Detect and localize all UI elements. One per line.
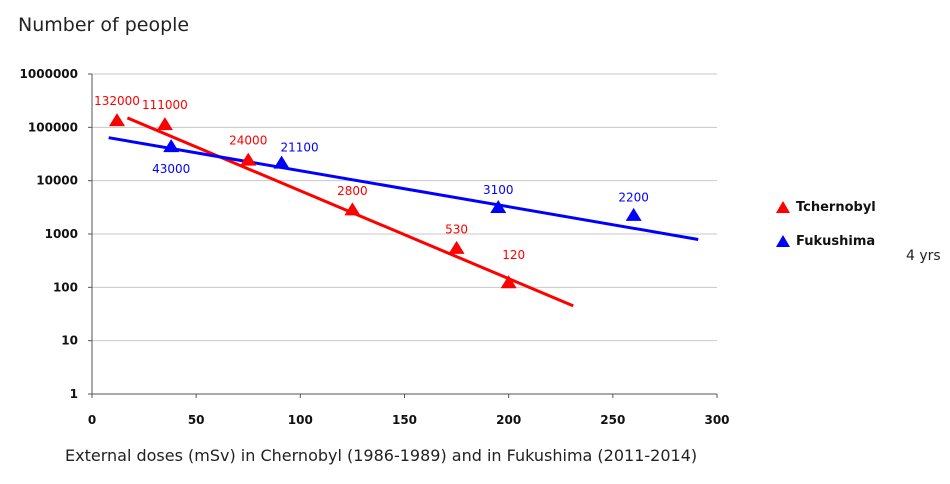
y-tick-label: 1	[70, 387, 78, 401]
data-label-tchernobyl: 111000	[142, 98, 188, 112]
x-tick-label: 300	[704, 413, 729, 427]
grid-lines	[92, 73, 717, 342]
y-tick-label: 100000	[28, 120, 78, 134]
y-tick-label: 1000	[45, 227, 78, 241]
y-tick-label: 10000	[36, 174, 78, 188]
legend-label-tchernobyl: Tchernobyl	[796, 199, 876, 215]
data-label-tchernobyl: 2800	[337, 184, 368, 198]
y-tick-label: 10	[61, 334, 78, 348]
legend-marker-fukushima-icon	[776, 235, 790, 247]
marker-fukushima	[163, 139, 180, 153]
x-tick-label: 0	[88, 413, 96, 427]
axes	[88, 73, 718, 398]
chart-plot: 1 10 100 1000 10000 100000 1000000 0 50 100 150 200…	[20, 67, 730, 427]
period-note: 4 yrs	[906, 248, 941, 264]
data-label-fukushima: 43000	[152, 162, 190, 176]
y-tick-label: 100	[53, 280, 78, 294]
legend: Tchernobyl Fukushima	[776, 198, 876, 266]
legend-item-tchernobyl: Tchernobyl	[776, 198, 876, 216]
marker-tchernobyl	[109, 113, 125, 127]
marker-tchernobyl	[344, 202, 361, 216]
trendline-fukushima	[108, 136, 699, 241]
y-tick-label: 1000000	[20, 67, 78, 81]
x-axis-title: External doses (mSv) in Chernobyl (1986-…	[65, 446, 698, 465]
data-label-tchernobyl: 24000	[229, 133, 267, 147]
data-label-fukushima: 2200	[618, 191, 649, 205]
marker-tchernobyl	[156, 117, 173, 131]
x-tick-label: 200	[496, 413, 521, 427]
x-tick-label: 50	[188, 413, 205, 427]
marker-tchernobyl	[500, 275, 517, 289]
marker-tchernobyl	[448, 240, 465, 254]
marker-fukushima	[273, 155, 290, 169]
marker-tchernobyl	[240, 152, 257, 166]
x-tick-label: 150	[392, 413, 417, 427]
data-markers	[109, 113, 642, 289]
data-label-fukushima: 3100	[483, 183, 514, 197]
x-tick-label: 250	[600, 413, 625, 427]
legend-item-fukushima: Fukushima	[776, 232, 876, 250]
data-label-tchernobyl: 132000	[94, 94, 140, 108]
data-label-tchernobyl: 530	[445, 223, 468, 237]
marker-fukushima	[490, 199, 507, 213]
legend-marker-tchernobyl-icon	[776, 201, 790, 213]
y-axis-title: Number of people	[18, 14, 190, 36]
data-label-fukushima: 21100	[280, 140, 318, 154]
trend-lines	[108, 116, 699, 308]
x-tick-label: 100	[288, 413, 313, 427]
data-label-tchernobyl: 120	[502, 248, 525, 262]
data-labels: 132000 111000 24000 2800 530 120 43000 21100 310…	[94, 94, 649, 262]
legend-label-fukushima: Fukushima	[796, 233, 876, 249]
tick-labels: 1 10 100 1000 10000 100000 1000000 0 50 100 150 200…	[20, 67, 730, 427]
marker-fukushima	[625, 207, 642, 221]
